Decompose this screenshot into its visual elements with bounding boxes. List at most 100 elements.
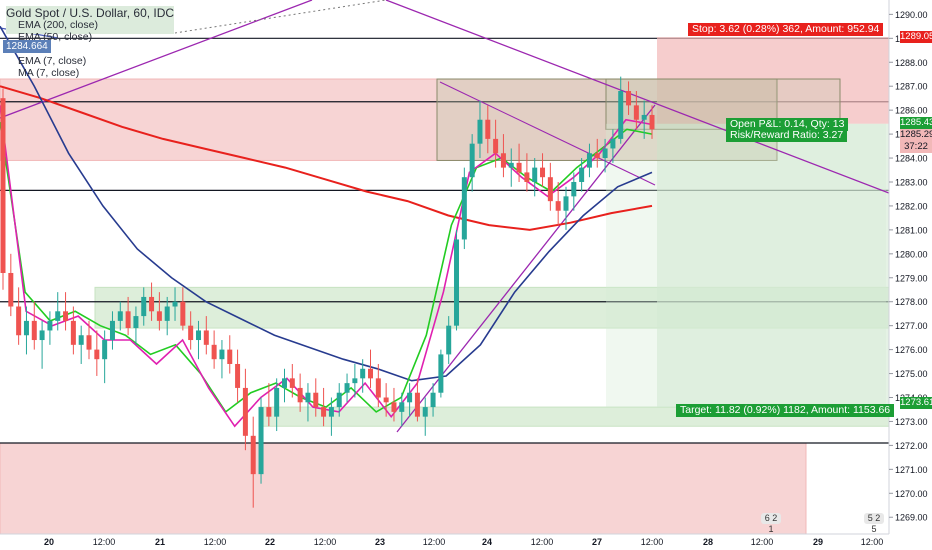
candle-body	[579, 167, 585, 182]
candle-body	[344, 383, 350, 393]
time-axis: 20 12:00 21 12:00 22 12:00 23 12:00 24 12:00 27 12:…	[0, 533, 889, 547]
time-tick-label: 20	[44, 537, 54, 547]
price-tick-label: 1271.00	[895, 465, 928, 475]
candle-body	[360, 368, 366, 379]
time-tick-label: 21	[155, 537, 165, 547]
candle-body	[8, 272, 14, 307]
moving-average-line	[0, 121, 653, 414]
dotted-line	[174, 0, 387, 34]
stop-label: Stop: 3.62 (0.28%) 362, Amount: 952.94	[688, 23, 884, 36]
candle-body	[391, 402, 397, 412]
candle-body	[493, 138, 499, 154]
candle-body	[0, 98, 6, 273]
candle-body	[516, 162, 522, 173]
candle-body	[172, 301, 178, 307]
candle-body	[102, 340, 108, 360]
candle-body	[500, 153, 506, 168]
candle-body	[78, 335, 84, 345]
candle-body	[211, 344, 217, 360]
symbol-title[interactable]: Gold Spot / U.S. Dollar, 60, IDC	[6, 6, 175, 20]
candle-body	[328, 407, 334, 417]
price-tick-label: 1286.00	[895, 106, 928, 116]
candle-body	[219, 349, 225, 360]
time-tick-label: 12:00	[423, 537, 446, 547]
candle-body	[555, 201, 561, 211]
candle-body	[407, 392, 413, 403]
zone-layer	[0, 78, 890, 535]
price-tick-label: 1290.00	[895, 10, 928, 20]
candle-body	[383, 397, 389, 403]
price-badge[interactable]: 1284.664	[3, 40, 51, 53]
time-tick-label: 27	[592, 537, 602, 547]
candle-body	[438, 354, 444, 393]
candle-body	[649, 114, 655, 130]
candle-body	[156, 311, 162, 321]
price-tick-label: 1280.00	[895, 249, 928, 259]
candle-body	[633, 105, 639, 120]
candle-body	[422, 407, 428, 417]
time-tick-label: 12:00	[861, 537, 884, 547]
price-tick-label: 1270.00	[895, 489, 928, 499]
candle-body	[399, 402, 405, 412]
reward-area	[657, 123, 889, 407]
candle-body	[39, 330, 45, 341]
candle-body	[477, 119, 483, 144]
candle-body	[540, 167, 546, 178]
time-tick-label: 28	[703, 537, 713, 547]
candle-body	[23, 320, 29, 336]
candle-body	[446, 325, 452, 355]
candle-body	[47, 320, 53, 331]
candle-body	[461, 177, 467, 240]
time-tick-label: 12:00	[531, 537, 554, 547]
price-tick-label: 1279.00	[895, 273, 928, 283]
candle-body	[16, 306, 22, 336]
candle-body	[414, 392, 420, 417]
event-flag-icon[interactable]: 6 2 1	[761, 513, 781, 534]
indicator-ema7[interactable]: EMA (7, close)	[18, 55, 87, 67]
price-axis-bg	[889, 0, 932, 550]
candle-body	[618, 90, 624, 139]
candle-body	[305, 392, 311, 403]
price-tick-label: 1276.00	[895, 345, 928, 355]
event-flag-icon[interactable]: 5 2 5	[864, 513, 884, 534]
indicator-ma7[interactable]: MA (7, close)	[18, 67, 80, 79]
candle-body	[547, 177, 553, 202]
candle-body	[63, 311, 69, 321]
candle-body	[586, 153, 592, 168]
indicator-ema200[interactable]: EMA (200, close)	[18, 19, 98, 31]
price-tick-label: 1284.00	[895, 154, 928, 164]
candle-body	[610, 138, 616, 149]
target-price-tag: 1273.61	[900, 397, 932, 409]
candle-body	[313, 392, 319, 408]
candle-body	[430, 392, 436, 408]
candle-body	[141, 296, 147, 317]
last-price-tag: 1285.29	[900, 129, 932, 141]
candle-body	[571, 181, 577, 197]
candle-body	[602, 148, 608, 159]
price-tick-label: 1278.00	[895, 297, 928, 307]
candle-body	[188, 325, 194, 341]
candle-body	[281, 378, 287, 388]
candle-body	[133, 316, 139, 329]
candle-body	[117, 311, 123, 321]
candle-body	[55, 311, 61, 321]
price-tick-label: 1269.00	[895, 513, 928, 523]
moving-average-line	[0, 85, 653, 231]
price-tick-label: 1277.00	[895, 321, 928, 331]
candle-body	[242, 387, 248, 436]
price-tick-label: 1273.00	[895, 417, 928, 427]
candle-body	[203, 330, 209, 345]
pnl-label: Open P&L: 0.14, Qty: 13	[726, 118, 849, 131]
candles-layer	[0, 76, 655, 508]
time-tick-label: 12:00	[204, 537, 227, 547]
price-axis: 1290.001289.001288.001287.001286.001285.…	[888, 0, 932, 550]
candle-body	[336, 392, 342, 408]
target-label: Target: 11.82 (0.92%) 1182, Amount: 1153…	[676, 404, 895, 417]
time-tick-label: 29	[813, 537, 823, 547]
candle-body	[626, 90, 632, 106]
candle-body	[31, 320, 37, 341]
price-tick-label: 1282.00	[895, 201, 928, 211]
reward-extension	[606, 123, 886, 407]
candle-body	[235, 363, 241, 388]
